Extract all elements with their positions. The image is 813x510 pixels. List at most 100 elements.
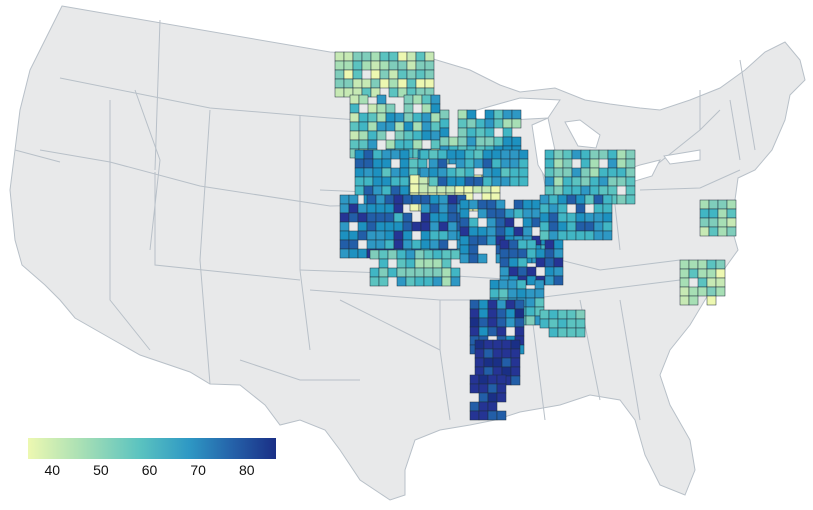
county-cell [394, 130, 405, 141]
county-cell [553, 158, 564, 169]
county-cell [363, 185, 374, 196]
county-cell [478, 374, 489, 385]
county-cell [499, 248, 510, 259]
county-cell [419, 167, 430, 178]
county-cell [498, 279, 509, 290]
county-cell [491, 149, 502, 160]
county-cell [424, 60, 435, 71]
county-cell [459, 199, 470, 210]
county-cell [553, 275, 564, 286]
county-cell [509, 176, 520, 187]
county-cell [544, 257, 555, 268]
county-cell [525, 288, 536, 299]
county-cell [455, 167, 466, 178]
county-cell [715, 286, 726, 297]
county-cell [468, 253, 479, 264]
county-cell [544, 239, 555, 250]
county-cell [363, 149, 374, 160]
county-cell [466, 136, 477, 147]
county-cell [423, 267, 434, 278]
county-cell [602, 212, 613, 223]
county-cell [557, 221, 568, 232]
county-cell [544, 248, 555, 259]
county-cell [420, 230, 431, 241]
county-cell [484, 109, 495, 120]
county-cell [598, 176, 609, 187]
county-cell [706, 286, 717, 297]
county-cell [517, 257, 528, 268]
county-cell [390, 149, 401, 160]
county-cell [385, 139, 396, 150]
county-cell [468, 199, 479, 210]
county-cell [566, 212, 577, 223]
county-cell [369, 267, 380, 278]
county-cell [406, 69, 417, 80]
county-cell [697, 259, 708, 270]
county-cell [484, 118, 495, 129]
county-cell [379, 78, 390, 89]
county-cell [544, 266, 555, 277]
county-cell [510, 375, 521, 386]
county-cell [517, 266, 528, 277]
county-cell [557, 203, 568, 214]
county-cell [403, 112, 414, 123]
county-cell [403, 121, 414, 132]
county-cell [553, 167, 564, 178]
county-cell [388, 87, 399, 98]
county-cell [397, 78, 408, 89]
county-cell [510, 357, 521, 368]
county-cell [394, 121, 405, 132]
county-cell [475, 127, 486, 138]
county-cell [518, 176, 529, 187]
county-cell [566, 327, 577, 338]
county-cell [589, 158, 600, 169]
county-cell [715, 277, 726, 288]
county-cell [430, 94, 441, 105]
county-cell [625, 194, 636, 205]
county-cell [482, 167, 493, 178]
county-cell [616, 167, 627, 178]
legend-tick-label: 80 [239, 462, 255, 478]
county-cell [334, 60, 345, 71]
county-cell [496, 299, 507, 310]
county-cell [553, 257, 564, 268]
county-cell [571, 185, 582, 196]
county-cell [405, 258, 416, 269]
county-cell [349, 121, 360, 132]
county-cell [412, 112, 423, 123]
county-cell [420, 194, 431, 205]
county-cell [495, 217, 506, 228]
county-cell [381, 158, 392, 169]
county-cell [474, 366, 485, 377]
county-cell [390, 167, 401, 178]
county-cell [584, 221, 595, 232]
county-cell [432, 258, 443, 269]
county-cell [447, 212, 458, 223]
county-cell [381, 149, 392, 160]
county-cell [376, 112, 387, 123]
county-cell [358, 130, 369, 141]
county-cell [526, 248, 537, 259]
county-cell [424, 69, 435, 80]
county-cell [409, 183, 420, 194]
county-cell [403, 103, 414, 114]
county-cell [557, 318, 568, 329]
county-cell [484, 136, 495, 147]
county-cell [385, 112, 396, 123]
county-cell [508, 248, 519, 259]
county-cell [469, 317, 480, 328]
county-cell [372, 185, 383, 196]
county-cell [405, 267, 416, 278]
county-cell [459, 226, 470, 237]
county-cell [403, 139, 414, 150]
county-cell [478, 410, 489, 421]
county-cell [429, 221, 440, 232]
county-cell [464, 176, 475, 187]
county-cell [589, 185, 600, 196]
county-cell [390, 176, 401, 187]
county-cell [699, 199, 710, 210]
county-cell [507, 288, 518, 299]
county-cell [468, 235, 479, 246]
county-cell [369, 249, 380, 260]
county-cell [602, 221, 613, 232]
